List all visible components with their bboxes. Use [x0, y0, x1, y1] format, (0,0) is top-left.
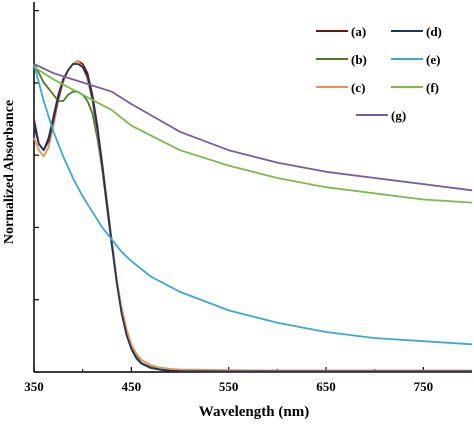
series-line-d	[33, 63, 472, 373]
x-tick-label: 350	[24, 379, 44, 394]
legend-label-f: (f)	[426, 80, 439, 95]
x-tick-label: 650	[316, 379, 336, 394]
series-line-b	[33, 63, 472, 373]
series-lines	[33, 60, 473, 373]
series-line-a	[33, 60, 472, 373]
x-tick-label: 750	[414, 379, 434, 394]
legend-label-d: (d)	[426, 24, 442, 39]
y-axis-title: Normalized Absorbance	[2, 100, 17, 244]
x-tick-label: 450	[122, 379, 142, 394]
series-line-f	[33, 66, 473, 204]
series-line-g	[33, 63, 473, 192]
legend-label-b: (b)	[351, 52, 367, 67]
series-line-c	[33, 60, 472, 372]
legend-label-c: (c)	[351, 80, 365, 95]
x-axis-title: Wavelength (nm)	[199, 404, 309, 420]
legend-label-a: (a)	[351, 24, 366, 39]
legend-label-g: (g)	[391, 108, 406, 123]
x-tick-label: 550	[219, 379, 239, 394]
legend-label-e: (e)	[426, 52, 440, 67]
y-ticks	[34, 10, 39, 373]
series-line-e	[33, 63, 473, 346]
legend: (a) (b) (c) (d) (e) (f) (g)	[316, 24, 442, 123]
